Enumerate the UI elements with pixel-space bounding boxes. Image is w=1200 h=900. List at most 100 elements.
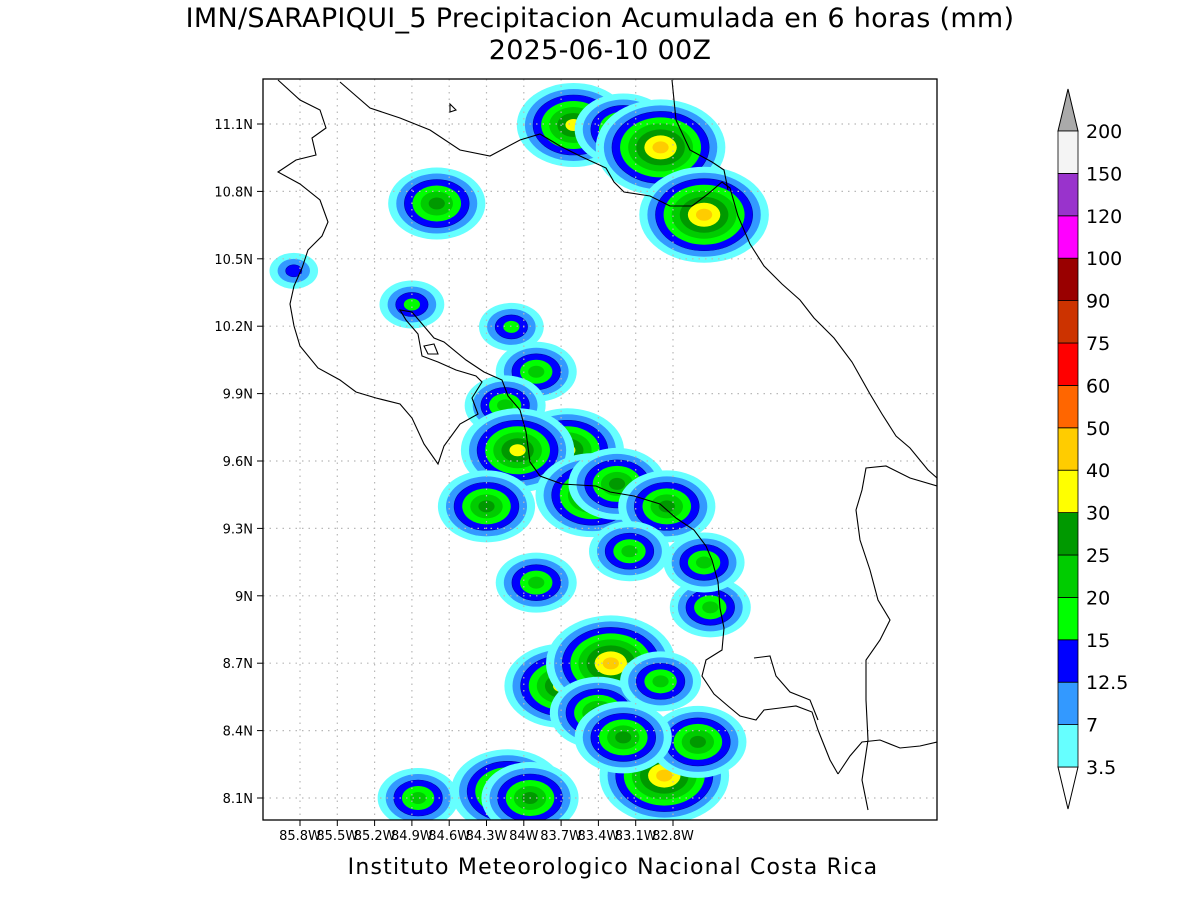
precip-contour	[695, 556, 713, 569]
precip-contour	[497, 399, 514, 412]
precip-contour	[615, 731, 632, 744]
colorbar-swatch	[1057, 469, 1079, 514]
colorbar-label: 20	[1086, 587, 1110, 609]
x-tick-label: 85.5W	[316, 829, 358, 844]
x-tick-label: 82.8W	[652, 829, 694, 844]
colorbar-label: 60	[1086, 375, 1110, 397]
colorbar-swatch	[1057, 342, 1079, 386]
small-island	[449, 102, 458, 113]
precip-contour	[428, 197, 445, 210]
colorbar-label: 150	[1086, 163, 1122, 185]
precip-cell	[478, 302, 544, 351]
precip-contour	[403, 298, 420, 311]
colorbar: 3.5 7 12.5 15 20 25 30 40 50 60 75 90 100 120 150 200	[1057, 88, 1128, 810]
colorbar-swatch	[1057, 215, 1079, 259]
precip-contour	[656, 769, 673, 782]
coastline-pacific	[276, 79, 839, 775]
y-tick-label: 8.4N	[223, 725, 253, 740]
colorbar-label: 12.5	[1086, 672, 1128, 694]
colorbar-label: 15	[1086, 630, 1110, 652]
y-tick-label: 10.2N	[214, 320, 253, 335]
precip-contour	[478, 500, 495, 513]
colorbar-swatch	[1057, 130, 1079, 174]
colorbar-swatch	[1057, 554, 1079, 598]
precip-contour	[410, 792, 427, 804]
precip-contour	[528, 576, 545, 589]
precip-contour	[652, 141, 669, 154]
y-tick-label: 8.1N	[223, 792, 253, 807]
x-tick-label: 84.6W	[428, 829, 470, 844]
precip-contour	[621, 545, 638, 558]
plot-frame	[262, 78, 938, 821]
border-panama	[855, 465, 937, 811]
x-tick-label: 84.3W	[466, 829, 508, 844]
colorbar-swatch	[1057, 172, 1079, 217]
precip-contour	[702, 601, 719, 614]
y-tick-label: 9.9N	[223, 388, 253, 403]
precip-cell	[269, 252, 319, 289]
colorbar-swatch	[1057, 300, 1079, 344]
precip-cell	[669, 577, 751, 638]
colorbar-swatch	[1057, 427, 1079, 471]
coastline-caribbean	[339, 81, 937, 479]
x-tick-label: 84.9W	[391, 829, 433, 844]
colorbar-upper-arrow	[1057, 88, 1079, 132]
precip-contour	[509, 444, 526, 457]
colorbar-label: 30	[1086, 503, 1110, 525]
colorbar-swatch	[1057, 257, 1079, 302]
precip-cell	[388, 167, 486, 240]
coastline-burica	[753, 655, 819, 721]
gulf-nicoya-island	[423, 343, 439, 355]
x-tick-label: 83.4W	[577, 829, 619, 844]
precip-contour	[528, 365, 545, 378]
colorbar-swatch	[1057, 681, 1079, 726]
precip-cell	[588, 521, 670, 582]
y-tick-label: 10.5N	[214, 253, 253, 268]
x-tick-label: 84W	[509, 829, 539, 844]
coastline-south	[837, 739, 937, 775]
y-tick-label: 9N	[235, 590, 253, 605]
precipitation-field	[269, 83, 769, 820]
map-subtitle-datetime: 2025-06-10 00Z	[488, 35, 712, 66]
y-tick-label: 10.8N	[214, 185, 253, 200]
x-tick-label: 85.2W	[354, 829, 396, 844]
precip-contour	[503, 320, 520, 333]
x-tick-label: 83.1W	[615, 829, 657, 844]
graticule	[263, 79, 937, 820]
colorbar-label: 3.5	[1086, 757, 1116, 779]
colorbar-swatch	[1057, 384, 1079, 429]
precip-contour	[658, 500, 675, 513]
precip-cell	[649, 705, 747, 778]
y-tick-label: 9.6N	[223, 455, 253, 470]
colorbar-swatch	[1057, 724, 1079, 768]
colorbar-label: 40	[1086, 460, 1110, 482]
y-tick-label: 11.1N	[214, 118, 253, 133]
colorbar-label: 7	[1086, 715, 1098, 737]
precip-contour	[608, 477, 626, 490]
colorbar-label: 25	[1086, 545, 1110, 567]
colorbar-label: 200	[1086, 121, 1122, 143]
colorbar-label: 90	[1086, 291, 1110, 313]
institution-credit: Instituto Meteorologico Nacional Costa R…	[347, 855, 879, 880]
border-nicaragua	[671, 79, 729, 191]
precip-cell	[639, 166, 769, 263]
precip-contour	[602, 657, 619, 670]
colorbar-swatch	[1057, 639, 1079, 683]
y-tick-label: 8.7N	[223, 657, 253, 672]
precip-contour	[285, 264, 303, 278]
precip-cell	[437, 470, 536, 543]
colorbar-label: 100	[1086, 248, 1122, 270]
colorbar-swatch	[1057, 597, 1079, 641]
x-tick-label: 83.7W	[540, 829, 582, 844]
colorbar-label: 120	[1086, 206, 1122, 228]
y-tick-label: 9.3N	[223, 522, 253, 537]
colorbar-label: 50	[1086, 418, 1110, 440]
precip-contour	[695, 208, 713, 221]
precip-cell	[495, 552, 577, 613]
precip-cell	[663, 532, 745, 593]
colorbar-lower-arrow	[1057, 766, 1079, 810]
precip-contour	[689, 735, 706, 748]
precip-contour	[652, 675, 669, 688]
